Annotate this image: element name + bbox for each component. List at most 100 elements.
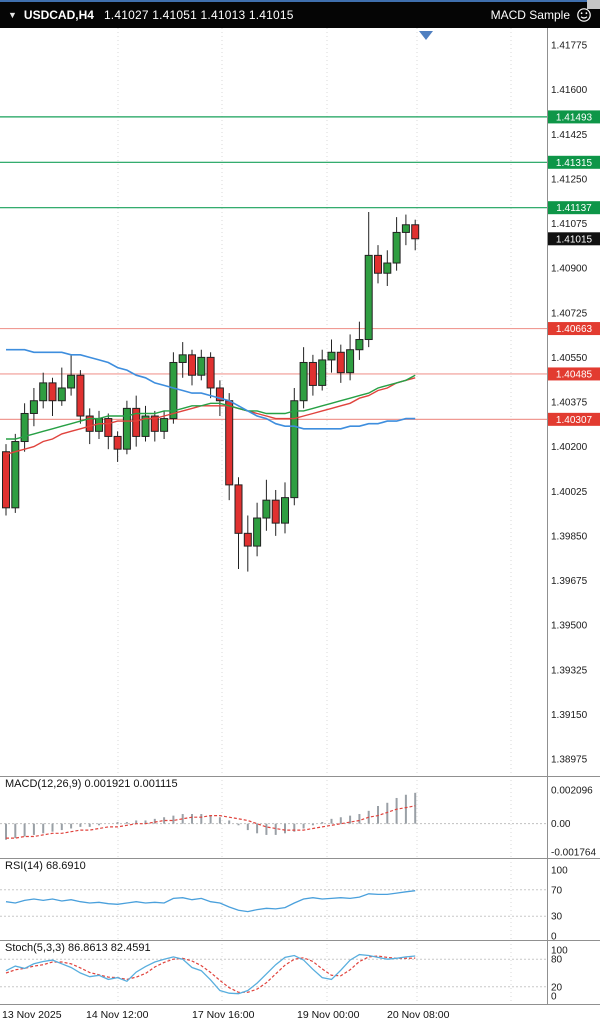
bull-candle [141,415,150,437]
bull-candle [39,382,48,402]
stochastic-indicator-label: Stoch(5,3,3) 86.8613 82.4591 [5,942,151,954]
ma-red-line [5,377,416,455]
bear-candle [308,361,317,386]
stoch-axis-label: 80 [551,955,563,966]
bear-candle [150,415,159,432]
price-axis-label: 1.41250 [551,174,588,185]
bear-candle [76,374,85,417]
bull-candle [160,418,169,432]
bull-candle [253,517,262,547]
bear-candle [85,415,94,432]
bull-candle [290,400,299,499]
stoch-main-line [5,953,416,995]
svg-text:1.40663: 1.40663 [556,324,593,335]
rsi-canvas[interactable]: 100 70 30 0 [0,858,600,940]
time-axis-label: 20 Nov 08:00 [387,1009,450,1021]
price-axis-label: 1.40725 [551,308,588,319]
rsi-axis-label: 70 [551,885,563,896]
bear-candle [113,435,122,450]
ma-green-line [6,374,416,440]
bear-candle [271,499,280,524]
macd-signal-line [6,805,416,839]
bear-candle [225,400,234,486]
bull-candle [355,339,364,351]
bear-candle [374,254,382,274]
support-price-badge: 1.40663 [548,322,600,336]
svg-text:1.40485: 1.40485 [556,369,593,380]
bull-candle [169,361,178,420]
bear-candle [215,387,224,402]
price-axis-label: 1.39850 [551,531,588,542]
svg-text:1.41493: 1.41493 [556,112,593,123]
bull-candle [29,400,38,414]
price-axis-label: 1.38975 [551,755,588,766]
svg-text:1.41015: 1.41015 [556,234,593,245]
window-corner-control[interactable] [587,0,600,9]
bull-candle [122,407,131,450]
ea-status-smiley-icon[interactable] [576,7,592,23]
bull-candle [318,359,327,386]
rsi-axis-label: 100 [551,866,568,877]
macd-canvas[interactable]: 0.002096 0.00 -0.001764 [0,776,600,858]
price-axis-label: 1.39500 [551,621,588,632]
time-axis-label: 19 Nov 00:00 [297,1009,360,1021]
bear-candle [188,354,196,376]
bull-candle [364,254,373,341]
price-axis-label: 1.39150 [551,710,588,721]
candlestick-series [2,212,420,572]
bull-candle [11,441,20,509]
price-axis-label: 1.39325 [551,665,588,676]
rsi-panel[interactable]: RSI(14) 68.6910 100 70 30 0 [0,858,600,940]
rsi-indicator-label: RSI(14) 68.6910 [5,860,86,872]
price-chart-canvas[interactable]: 1.41775 1.41600 1.41425 1.41250 1.41075 1.409… [0,28,600,776]
bull-candle [383,262,392,274]
stoch-axis-label: 0 [551,992,557,1003]
price-axis-label: 1.40550 [551,353,588,364]
symbol-period-label: USDCAD,H4 [23,8,94,22]
resistance-price-badge: 1.41137 [548,201,600,215]
bull-candle [401,224,410,233]
bull-candle [178,354,187,363]
time-axis-label: 14 Nov 12:00 [86,1009,149,1021]
bull-candle [262,499,271,519]
rsi-axis-label: 0 [551,932,557,941]
price-axis-label: 1.40200 [551,442,588,453]
bull-candle [67,374,76,389]
bear-candle [2,451,10,509]
bear-candle [206,356,215,389]
chevron-down-icon[interactable]: ▼ [8,10,17,20]
price-axis-label: 1.39675 [551,576,588,587]
bull-candle [281,497,289,524]
macd-axis-label: 0.00 [551,819,571,830]
bull-candle [327,351,336,361]
chart-shift-marker[interactable] [419,31,433,40]
ma-blue-line [6,348,416,430]
bull-candle [197,356,206,376]
time-axis-label: 13 Nov 2025 [2,1009,62,1021]
svg-text:1.41137: 1.41137 [556,203,592,214]
price-axis-label: 1.40025 [551,487,588,498]
stochastic-panel[interactable]: Stoch(5,3,3) 86.8613 82.4591 100 80 20 0 [0,940,600,1004]
macd-panel[interactable]: MACD(12,26,9) 0.001921 0.001115 0.002096… [0,776,600,858]
svg-text:1.41315: 1.41315 [556,158,593,169]
macd-indicator-label: MACD(12,26,9) 0.001921 0.001115 [5,778,178,790]
stoch-axis-label: 20 [551,982,563,993]
macd-axis-label: -0.001764 [551,847,596,858]
price-axis-label: 1.40900 [551,264,588,275]
bull-candle [392,231,401,264]
macd-axis-label: 0.002096 [551,786,593,797]
bull-candle [299,361,308,402]
price-chart-panel[interactable]: 1.41775 1.41600 1.41425 1.41250 1.41075 1.409… [0,28,600,776]
resistance-price-badge: 1.41493 [548,110,600,124]
price-axis-label: 1.40375 [551,398,588,409]
svg-text:1.40307: 1.40307 [556,415,593,426]
support-price-badge: 1.40307 [548,412,600,426]
bull-candle [346,349,355,374]
bull-candle [20,412,29,443]
support-price-badge: 1.40485 [548,367,600,381]
bear-candle [132,407,141,437]
time-axis-label: 17 Nov 16:00 [192,1009,255,1021]
ohlc-quote-values: 1.41027 1.41051 1.41013 1.41015 [103,8,294,22]
